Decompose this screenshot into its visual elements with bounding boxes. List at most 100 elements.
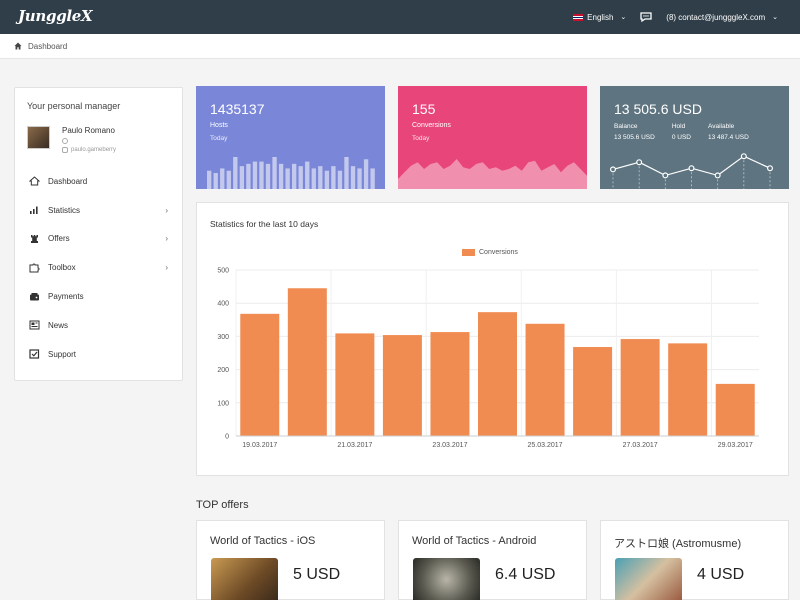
y-tick-label: 500 xyxy=(217,268,229,275)
spark-bar xyxy=(220,168,225,189)
bar[interactable] xyxy=(668,343,708,436)
kpi-label: Hosts xyxy=(210,122,228,129)
offer-thumbnail xyxy=(211,558,278,600)
status-icon xyxy=(62,138,68,144)
kpi-sublabel: Today xyxy=(412,135,430,142)
sidebar-item-support[interactable]: Support xyxy=(27,340,170,369)
sidebar-item-label: Toolbox xyxy=(48,263,76,273)
offer-thumbnail xyxy=(413,558,480,600)
spark-bar xyxy=(344,157,349,189)
chart-legend[interactable]: Conversions xyxy=(462,249,518,256)
top-right-controls: English ⌄ (8) contact@jungggleX.com ⌄ xyxy=(573,0,778,34)
sidebar-item-label: Dashboard xyxy=(48,176,88,186)
y-tick-label: 0 xyxy=(225,434,229,441)
bar[interactable] xyxy=(573,347,613,436)
kpi-value: 13 505.6 USD xyxy=(614,101,702,117)
bar[interactable] xyxy=(287,288,327,436)
spark-bar xyxy=(357,168,362,189)
sidebar-item-offers[interactable]: Offers › xyxy=(27,225,170,254)
spark-point xyxy=(662,172,669,179)
bar[interactable] xyxy=(430,332,470,436)
bar[interactable] xyxy=(335,333,375,436)
offer-card[interactable]: アストロ娘 (Astromusme) 4 USD xyxy=(600,520,789,600)
x-tick-label: 29.03.2017 xyxy=(718,442,753,449)
logo[interactable]: JunggleX xyxy=(18,7,93,25)
language-selector[interactable]: English ⌄ xyxy=(573,13,626,22)
sidebar-item-statistics[interactable]: Statistics › xyxy=(27,196,170,225)
top-navbar: JunggleX English ⌄ (8) contact@jungggleX… xyxy=(0,0,800,34)
spark-bar xyxy=(318,166,323,189)
bar[interactable] xyxy=(715,383,755,436)
legend-label: Conversions xyxy=(479,249,518,256)
sidebar-item-payments[interactable]: Payments xyxy=(27,282,170,311)
uk-flag-icon xyxy=(573,13,584,21)
offer-card[interactable]: World of Tactics - Android 6.4 USD xyxy=(398,520,587,600)
bar[interactable] xyxy=(240,313,280,436)
sidebar-item-news[interactable]: News xyxy=(27,311,170,340)
user-email: (8) contact@jungggleX.com xyxy=(666,12,766,22)
spark-bar xyxy=(233,157,238,189)
kpi-conversions-card: 155 Conversions Today xyxy=(398,86,587,189)
spark-bar xyxy=(272,157,277,189)
kpi-balance-card: 13 505.6 USD Balance 13 505.6 USD Hold 0 U… xyxy=(600,86,789,189)
x-tick-label: 21.03.2017 xyxy=(337,442,372,449)
spark-bar xyxy=(226,170,231,189)
spark-point xyxy=(636,159,643,166)
chevron-down-icon: ⌄ xyxy=(772,14,778,21)
breadcrumb: Dashboard xyxy=(0,34,800,59)
chess-rook-icon xyxy=(28,233,40,245)
offer-price: 5 USD xyxy=(293,566,341,583)
sidebar-title: Your personal manager xyxy=(27,101,121,111)
avatar xyxy=(27,126,50,149)
sidebar-item-label: Statistics xyxy=(48,205,81,215)
language-label: English xyxy=(587,12,614,22)
sidebar-item-toolbox[interactable]: Toolbox › xyxy=(27,253,170,282)
bar[interactable] xyxy=(478,312,517,436)
skype-icon xyxy=(62,147,68,153)
bar[interactable] xyxy=(382,335,422,436)
statistics-card: Statistics for the last 10 days Conversi… xyxy=(196,202,789,476)
user-menu[interactable]: (8) contact@jungggleX.com ⌄ xyxy=(666,13,778,22)
sidebar-item-label: Support xyxy=(48,349,77,359)
offer-name: アストロ娘 (Astromusme) xyxy=(614,538,742,550)
chevron-right-icon: › xyxy=(165,205,168,215)
spark-point xyxy=(610,166,617,173)
kpi-hosts-card: 1435137 Hosts Today xyxy=(196,86,385,189)
kpi-label: Conversions xyxy=(412,122,451,129)
bar-chart-icon xyxy=(28,204,40,216)
chat-icon[interactable] xyxy=(640,12,652,23)
manager-card: Paulo Romano paulo.gameberry xyxy=(27,126,170,153)
spark-bar xyxy=(246,163,251,189)
spark-bar xyxy=(259,161,264,189)
spark-bar xyxy=(305,161,310,189)
x-tick-label: 19.03.2017 xyxy=(242,442,277,449)
y-tick-label: 300 xyxy=(217,334,229,341)
sidebar-item-dashboard[interactable]: Dashboard xyxy=(27,167,170,196)
spark-bar xyxy=(350,166,356,189)
spark-bar xyxy=(285,168,290,189)
offer-price: 6.4 USD xyxy=(495,566,556,583)
spark-bar xyxy=(292,163,297,189)
breadcrumb-current: Dashboard xyxy=(28,41,68,51)
offer-card[interactable]: World of Tactics - iOS 5 USD xyxy=(196,520,385,600)
bar[interactable] xyxy=(620,339,660,436)
chevron-right-icon: › xyxy=(165,263,168,273)
home-icon[interactable] xyxy=(14,42,22,50)
spark-bar xyxy=(239,166,245,189)
hold-col: Hold 0 USD xyxy=(671,123,691,141)
manager-status xyxy=(62,138,116,144)
manager-skype[interactable]: paulo.gameberry xyxy=(62,147,116,153)
offer-name: World of Tactics - iOS xyxy=(210,535,316,547)
newspaper-icon xyxy=(28,319,40,331)
sidebar-item-label: Payments xyxy=(48,292,84,302)
home-icon xyxy=(28,175,40,187)
spark-bar xyxy=(265,163,271,189)
kpi-value: 155 xyxy=(412,101,436,117)
kpi-value: 1435137 xyxy=(210,101,265,117)
chevron-down-icon: ⌄ xyxy=(620,14,627,21)
spark-point xyxy=(767,165,774,172)
available-col: Available 13 487.4 USD xyxy=(708,123,749,141)
spark-bar xyxy=(331,166,336,189)
kpi-sublabel: Today xyxy=(210,135,228,142)
bar[interactable] xyxy=(525,323,565,436)
